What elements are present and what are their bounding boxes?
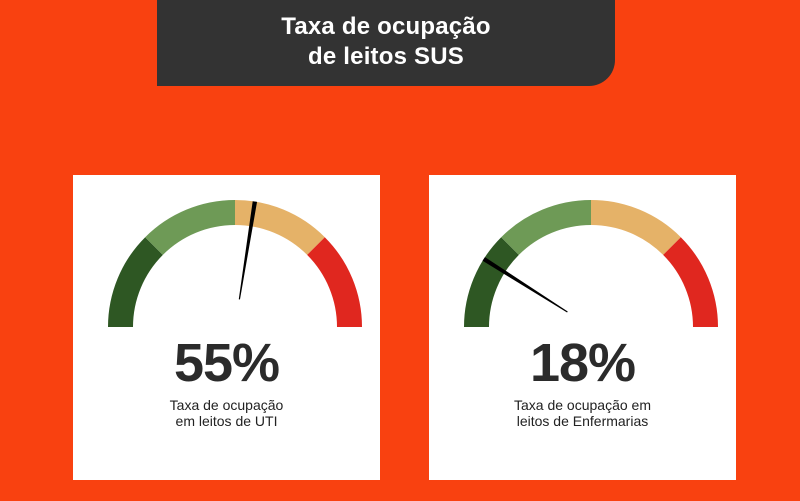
gauge-caption-line-1: Taxa de ocupação em <box>514 397 651 413</box>
gauge-zone-1 <box>108 237 163 327</box>
gauge-caption: Taxa de ocupação em leitos de Enfermaria… <box>429 397 736 429</box>
gauge-zone-2 <box>145 200 235 255</box>
gauge-caption-line-2: leitos de Enfermarias <box>516 413 649 429</box>
gauge-zone-4 <box>307 237 362 327</box>
gauge-zone-4 <box>663 237 718 327</box>
gauge-card-enfermarias: 18% Taxa de ocupação em leitos de Enferm… <box>429 175 736 480</box>
gauge-caption-line-2: em leitos de UTI <box>175 413 278 429</box>
gauge-value-label: 18% <box>529 333 636 393</box>
gauge-caption-line-1: Taxa de ocupação <box>169 397 284 413</box>
gauge-enfermarias <box>464 200 718 327</box>
gauge-caption: Taxa de ocupação em leitos de UTI <box>73 397 380 429</box>
gauge-needle <box>238 201 258 300</box>
gauge-uti <box>108 200 362 327</box>
gauge-zone-3 <box>591 200 681 255</box>
gauge-value-label: 55% <box>173 333 280 393</box>
title-banner: Taxa de ocupação de leitos SUS <box>157 0 615 86</box>
gauge-zone-1 <box>464 237 519 327</box>
page-title-line-2: de leitos SUS <box>308 43 464 70</box>
gauge-zone-3 <box>235 200 325 255</box>
gauge-card-uti: 55% Taxa de ocupação em leitos de UTI <box>73 175 380 480</box>
page-title-line-1: Taxa de ocupação <box>281 13 491 40</box>
gauge-zone-2 <box>501 200 591 255</box>
gauge-needle <box>482 257 568 313</box>
